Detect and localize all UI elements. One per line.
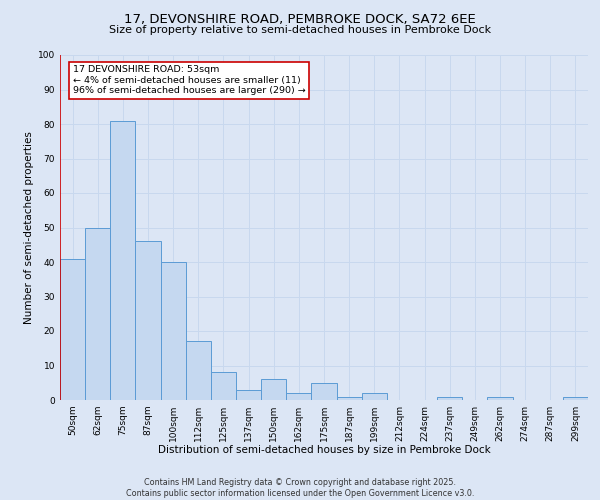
Y-axis label: Number of semi-detached properties: Number of semi-detached properties bbox=[24, 131, 34, 324]
Bar bbox=[186, 342, 211, 400]
Bar bbox=[362, 393, 387, 400]
X-axis label: Distribution of semi-detached houses by size in Pembroke Dock: Distribution of semi-detached houses by … bbox=[158, 446, 490, 456]
Bar bbox=[437, 396, 462, 400]
Text: Contains HM Land Registry data © Crown copyright and database right 2025.
Contai: Contains HM Land Registry data © Crown c… bbox=[126, 478, 474, 498]
Bar bbox=[563, 396, 588, 400]
Bar bbox=[136, 242, 161, 400]
Bar bbox=[311, 383, 337, 400]
Text: 17, DEVONSHIRE ROAD, PEMBROKE DOCK, SA72 6EE: 17, DEVONSHIRE ROAD, PEMBROKE DOCK, SA72… bbox=[124, 12, 476, 26]
Bar bbox=[60, 258, 85, 400]
Bar bbox=[211, 372, 236, 400]
Bar bbox=[337, 396, 362, 400]
Bar bbox=[161, 262, 186, 400]
Bar bbox=[261, 380, 286, 400]
Bar bbox=[236, 390, 261, 400]
Bar bbox=[110, 120, 136, 400]
Text: 17 DEVONSHIRE ROAD: 53sqm
← 4% of semi-detached houses are smaller (11)
96% of s: 17 DEVONSHIRE ROAD: 53sqm ← 4% of semi-d… bbox=[73, 66, 305, 95]
Text: Size of property relative to semi-detached houses in Pembroke Dock: Size of property relative to semi-detach… bbox=[109, 25, 491, 35]
Bar bbox=[286, 393, 311, 400]
Bar bbox=[85, 228, 110, 400]
Bar bbox=[487, 396, 512, 400]
